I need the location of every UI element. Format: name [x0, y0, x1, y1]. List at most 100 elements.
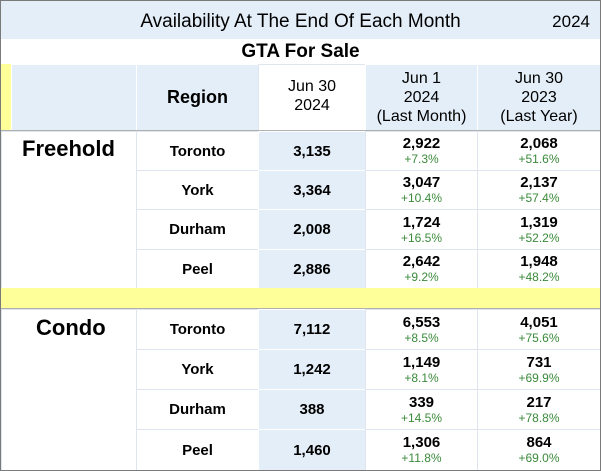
last-month-value: 3,047 [402, 174, 441, 191]
table-row-region: Toronto [136, 131, 258, 170]
current-value: 7,112 [293, 321, 331, 338]
last-year-cell: 1,319 +52.2% [477, 209, 600, 249]
table-row-region: Durham [136, 389, 258, 429]
current-value: 1,242 [293, 361, 331, 378]
current-cell: 3,364 [258, 170, 365, 209]
last-month-value: 2,922 [402, 135, 441, 152]
section-spacer [1, 288, 600, 308]
last-month-change: +16.5% [400, 230, 443, 245]
last-month-cell: 1,306 +11.8% [365, 429, 477, 470]
header-last-year: Jun 30 2023 (Last Year) [477, 64, 600, 130]
region-label: Peel [182, 260, 213, 278]
section-divider [1, 308, 600, 309]
header-current-line1: Jun 30 [287, 78, 337, 95]
current-cell: 3,135 [258, 131, 365, 170]
last-year-value: 2,137 [520, 174, 558, 191]
last-year-cell: 2,068 +51.6% [477, 131, 600, 170]
current-cell: 2,886 [258, 249, 365, 288]
table-row-region: York [136, 170, 258, 209]
last-month-value: 1,306 [402, 434, 441, 451]
last-month-change: +8.5% [404, 330, 439, 345]
header-last-month: Jun 1 2024 (Last Month) [365, 64, 477, 130]
last-year-change: +52.2% [518, 230, 560, 245]
table-row-region: Peel [136, 249, 258, 288]
last-month-change: +11.8% [401, 451, 442, 465]
header-last-month-line2: 2024 [403, 89, 440, 106]
subtitle-row: GTA For Sale [1, 39, 600, 64]
table-row-region: Peel [136, 429, 258, 470]
region-label: Durham [169, 221, 226, 238]
current-value: 3,135 [293, 142, 331, 160]
last-month-change: +9.2% [404, 270, 439, 284]
last-year-change: +69.9% [518, 370, 560, 385]
last-year-change: +51.6% [518, 152, 560, 166]
last-year-cell: 2,137 +57.4% [477, 170, 600, 209]
last-year-value: 1,319 [520, 213, 558, 231]
last-year-value: 4,051 [520, 313, 558, 331]
last-year-change: +69.0% [518, 451, 560, 465]
region-label: Toronto [169, 142, 226, 160]
last-month-value: 1,149 [402, 353, 441, 371]
report-title: Availability At The End Of Each Month [140, 11, 461, 32]
last-month-change: +7.3% [404, 152, 439, 166]
current-value: 3,364 [293, 181, 331, 199]
table-row-region: York [136, 349, 258, 389]
current-cell: 2,008 [258, 209, 365, 249]
last-year-cell: 217 +78.8% [477, 389, 600, 429]
header-last-month-line3: (Last Month) [376, 108, 467, 125]
last-month-cell: 2,922 +7.3% [365, 131, 477, 170]
last-month-value: 1,724 [402, 213, 441, 231]
last-year-change: +75.6% [518, 330, 560, 345]
last-year-value: 1,948 [520, 253, 558, 270]
last-month-change: +8.1% [404, 370, 439, 385]
last-year-change: +78.8% [518, 410, 560, 425]
last-month-change: +10.4% [400, 191, 443, 205]
last-year-change: +48.2% [518, 270, 560, 284]
last-month-cell: 1,149 +8.1% [365, 349, 477, 389]
current-cell: 1,460 [258, 429, 365, 470]
current-value: 388 [299, 401, 325, 418]
last-month-cell: 3,047 +10.4% [365, 170, 477, 209]
current-value: 2,008 [293, 221, 331, 238]
last-month-value: 6,553 [402, 313, 441, 331]
last-year-cell: 1,948 +48.2% [477, 249, 600, 288]
table-row-region: Durham [136, 209, 258, 249]
header-blank-cell [11, 64, 136, 130]
header-last-year-line3: (Last Year) [500, 108, 578, 125]
last-year-cell: 731 +69.9% [477, 349, 600, 389]
report-year: 2024 [552, 12, 590, 31]
region-label: York [181, 361, 214, 378]
last-year-cell: 4,051 +75.6% [477, 309, 600, 349]
last-month-cell: 2,642 +9.2% [365, 249, 477, 288]
section-label-cell-freehold: Freehold [1, 131, 136, 288]
last-year-change: +57.4% [518, 191, 560, 205]
section-label-cell-condo: Condo [1, 309, 136, 470]
title-row: Availability At The End Of Each Month 20… [1, 1, 600, 39]
last-month-cell: 339 +14.5% [365, 389, 477, 429]
last-year-value: 2,068 [520, 135, 558, 152]
current-value: 2,886 [293, 260, 331, 278]
last-month-change: +14.5% [400, 410, 443, 425]
section-label-condo: Condo [36, 315, 106, 340]
current-cell: 388 [258, 389, 365, 429]
report-subtitle: GTA For Sale [241, 41, 360, 62]
current-value: 1,460 [293, 441, 331, 459]
current-cell: 7,112 [258, 309, 365, 349]
header-current: Jun 30 2024 [258, 64, 365, 130]
last-year-value: 731 [526, 353, 552, 371]
table-row-region: Toronto [136, 309, 258, 349]
last-month-value: 2,642 [402, 253, 441, 270]
header-current-line2: 2024 [294, 97, 330, 114]
header-region: Region [136, 64, 258, 130]
section-label-freehold: Freehold [22, 136, 115, 161]
last-month-cell: 6,553 +8.5% [365, 309, 477, 349]
header-last-month-line1: Jun 1 [401, 70, 442, 87]
region-label: Durham [169, 401, 226, 418]
region-label: York [181, 181, 214, 199]
last-month-value: 339 [408, 393, 435, 411]
header-region-label: Region [167, 87, 228, 107]
current-cell: 1,242 [258, 349, 365, 389]
region-label: Toronto [169, 321, 226, 338]
header-last-year-line2: 2023 [521, 89, 557, 106]
